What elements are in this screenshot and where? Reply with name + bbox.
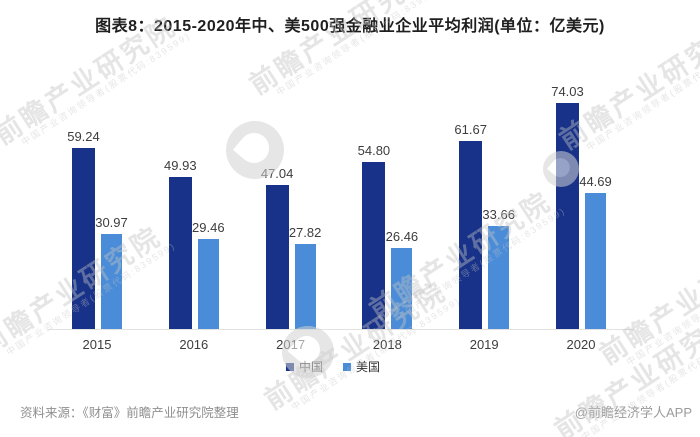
legend-item-usa: 美国	[343, 358, 380, 375]
value-label: 47.04	[260, 166, 294, 181]
value-label: 61.67	[454, 122, 487, 137]
bar-美国-2016: 29.46	[192, 220, 225, 329]
value-label: 44.69	[579, 174, 612, 189]
x-tick-label-2015: 2015	[82, 337, 112, 352]
bar-group-2018: 54.80 26.46	[358, 143, 418, 329]
bar-美国-2015: 30.97	[95, 215, 128, 329]
bar-中国-2016: 49.93	[164, 158, 197, 329]
value-label: 54.80	[357, 143, 391, 158]
value-label: 30.97	[95, 215, 128, 230]
legend-label-china: 中国	[298, 360, 323, 374]
value-label: 29.46	[192, 220, 225, 235]
x-tick-label-2019: 2019	[469, 337, 499, 352]
bar-美国-2018: 26.46	[386, 229, 418, 329]
x-tick-label-2017: 2017	[276, 337, 306, 352]
x-tick-label-2020: 2020	[566, 337, 596, 352]
credit-note: @前瞻经济学人APP	[574, 405, 692, 420]
bar-美国-2017: 27.82	[289, 225, 321, 329]
value-label: 74.03	[551, 84, 584, 99]
bar-group-2020: 74.03 44.69	[551, 84, 612, 329]
value-label: 49.93	[164, 158, 197, 173]
bar-中国-2015: 59.24	[67, 129, 100, 329]
bar-中国-2017: 47.04	[261, 166, 293, 329]
legend: 中国 美国	[285, 358, 380, 375]
bar-group-2015: 59.24 30.97	[67, 129, 128, 329]
chart-title: 图表8：2015-2020年中、美500强金融业企业平均利润(单位：亿美元)	[95, 18, 605, 35]
value-label: 26.46	[385, 229, 419, 244]
bar-group-2016: 49.93 29.46	[164, 158, 225, 329]
legend-swatch-china	[285, 362, 294, 371]
legend-item-china: 中国	[285, 358, 323, 375]
bar-中国-2019: 61.67	[454, 122, 487, 329]
legend-label-usa: 美国	[356, 360, 381, 374]
bar-中国-2018: 54.80	[358, 143, 390, 329]
bar-中国-2020: 74.03	[551, 84, 584, 329]
value-label: 59.24	[67, 129, 100, 144]
source-note: 资料来源：《财富》前瞻产业研究院整理	[20, 406, 239, 420]
x-axis-line	[48, 329, 634, 330]
legend-swatch-usa	[343, 362, 351, 371]
bar-group-2019: 61.67 33.66	[454, 122, 515, 329]
bar-group-2017: 47.04 27.82	[261, 166, 321, 329]
bar-美国-2019: 33.66	[482, 207, 515, 329]
bar-美国-2020: 44.69	[579, 174, 612, 329]
x-tick-label-2016: 2016	[179, 337, 209, 352]
value-label: 27.82	[288, 225, 322, 240]
value-label: 33.66	[482, 207, 515, 222]
x-tick-label-2018: 2018	[372, 337, 402, 352]
